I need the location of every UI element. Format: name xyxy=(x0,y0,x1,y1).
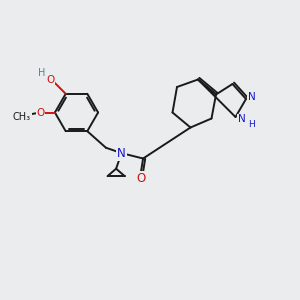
Text: CH₃: CH₃ xyxy=(13,112,31,122)
Text: O: O xyxy=(36,107,45,118)
Text: N: N xyxy=(248,92,255,102)
Text: O: O xyxy=(46,75,55,85)
Text: N: N xyxy=(117,147,126,160)
Text: O: O xyxy=(136,172,145,185)
Text: H: H xyxy=(248,120,254,129)
Text: N: N xyxy=(238,114,245,124)
Text: H: H xyxy=(38,68,45,78)
